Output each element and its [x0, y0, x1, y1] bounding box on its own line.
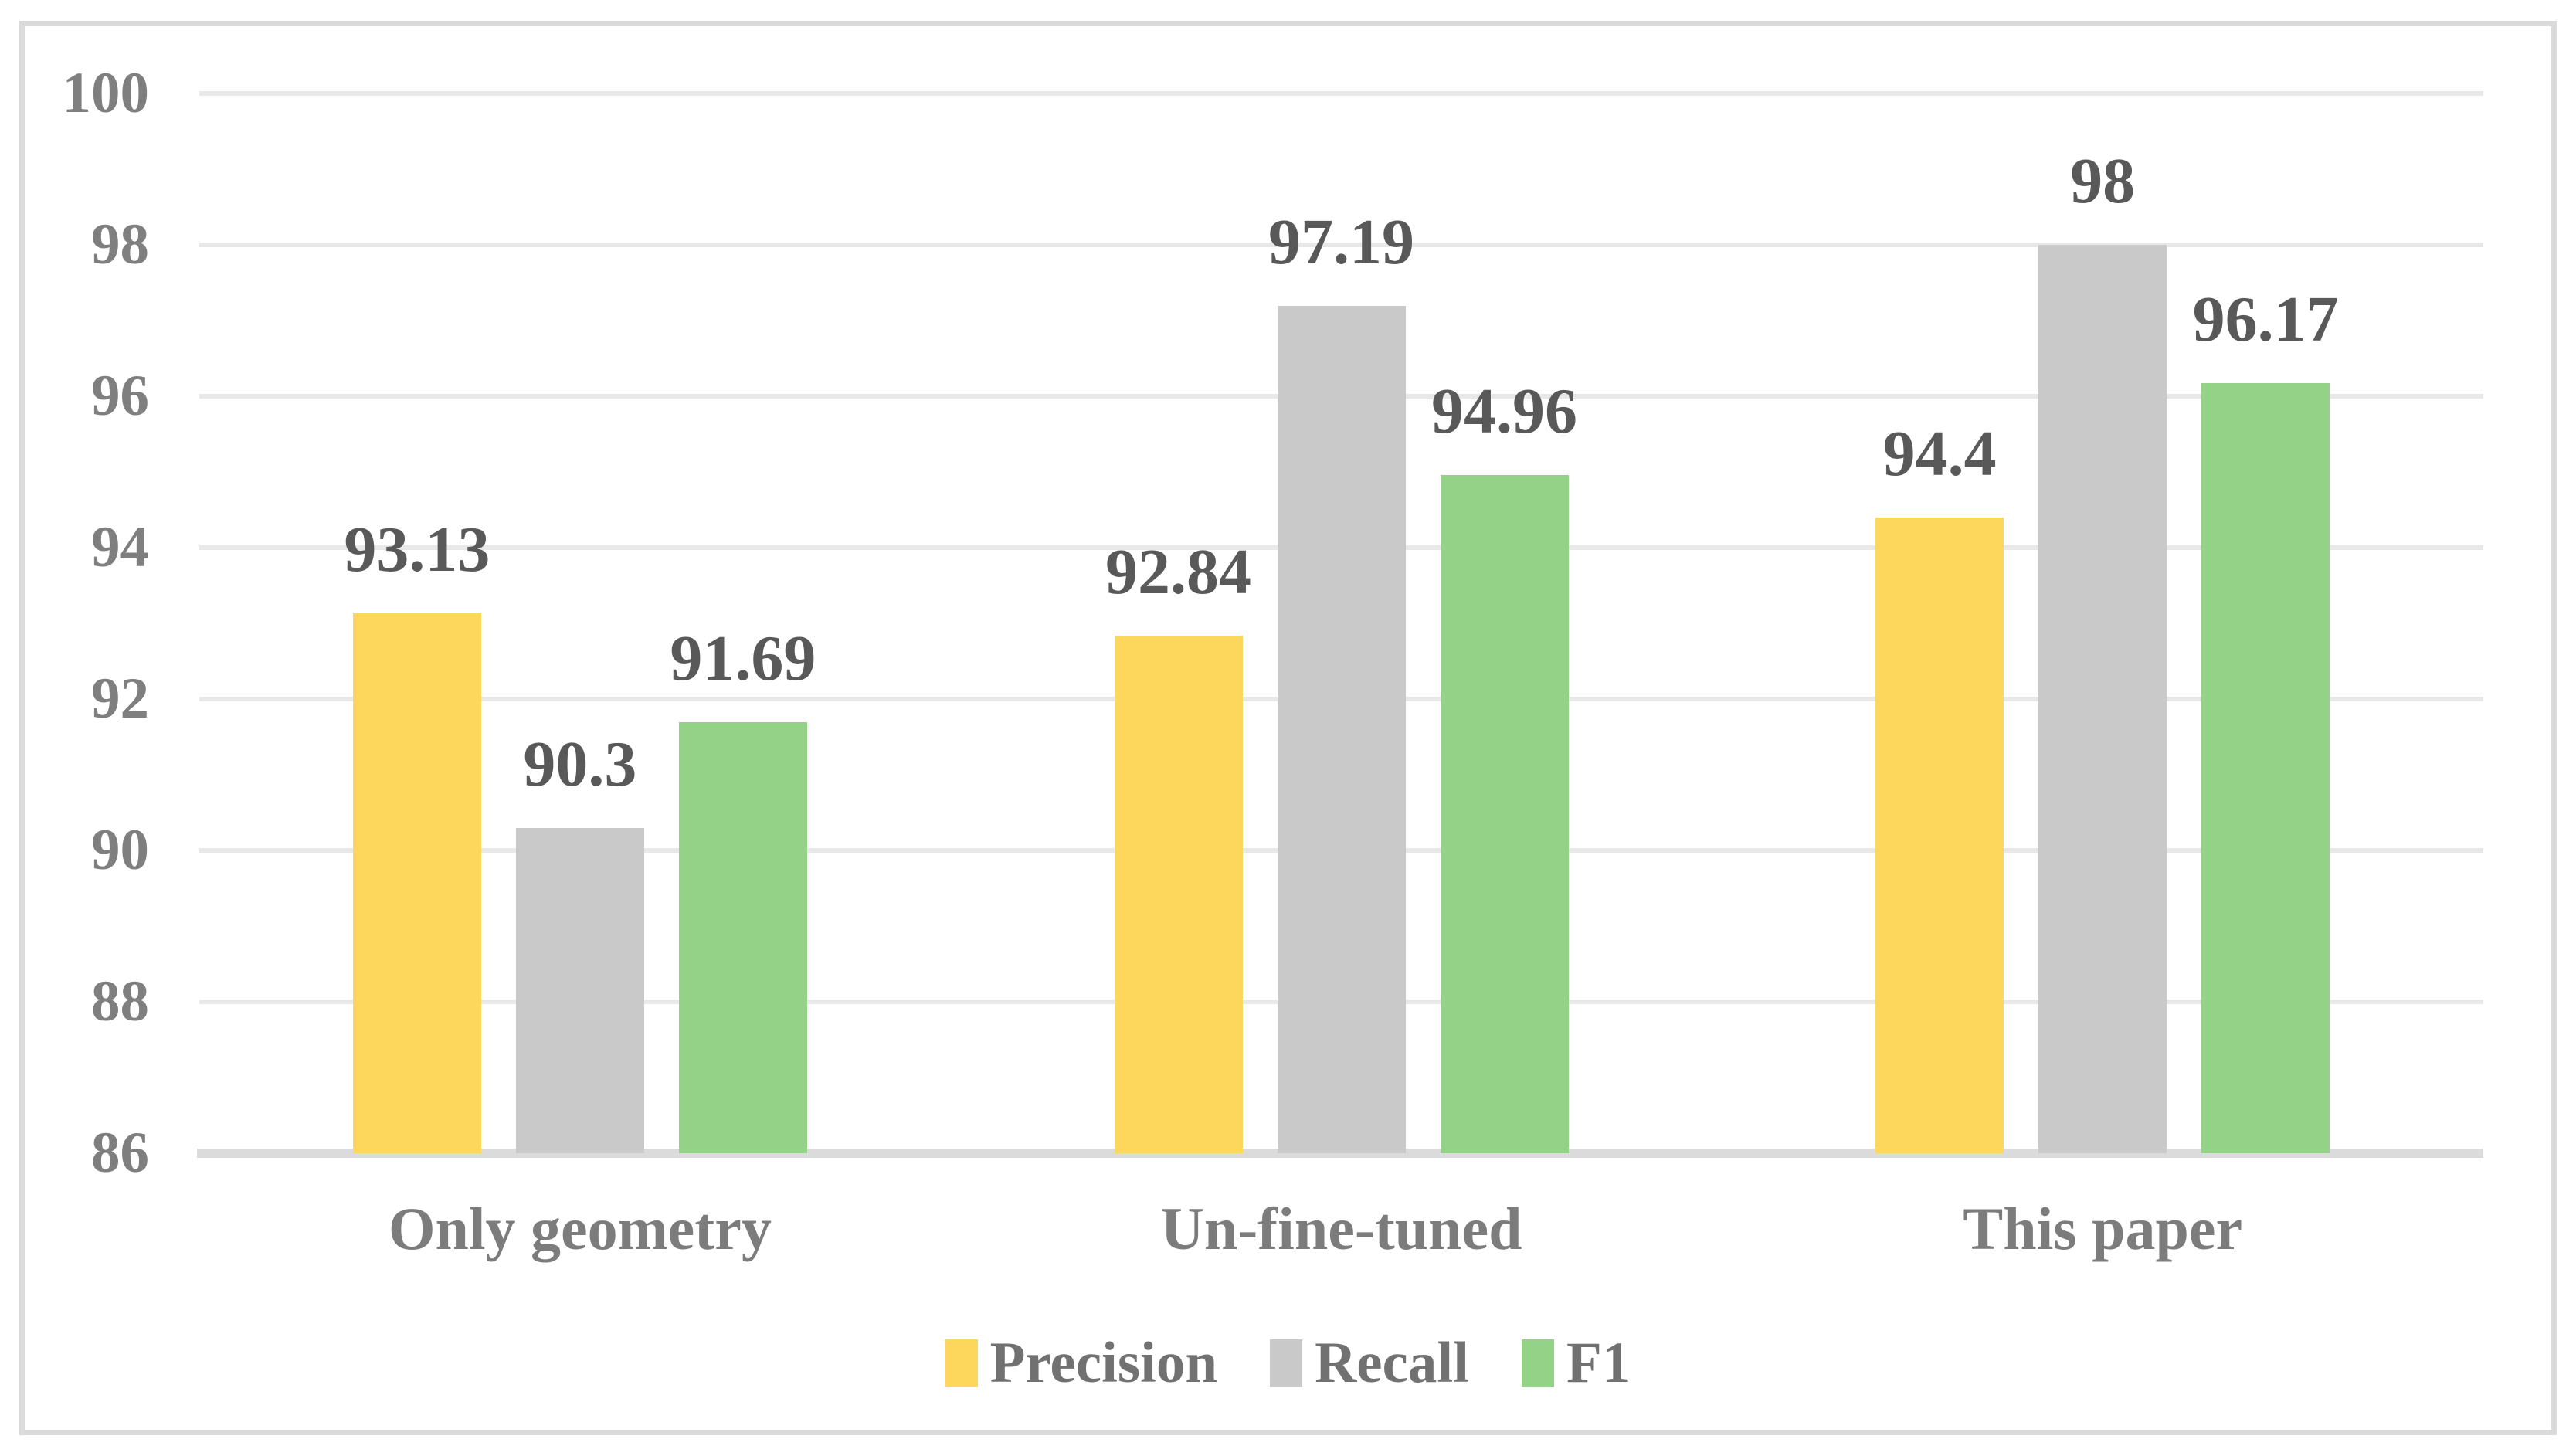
- y-tick-label-86: 86: [91, 1121, 149, 1185]
- bar-precision-2: 94.4: [1875, 421, 2004, 1153]
- data-label-f1-0: 91.69: [670, 623, 816, 695]
- legend-item-precision: Precision: [945, 1332, 1217, 1394]
- category-label-2: This paper: [1963, 1195, 2243, 1262]
- category-label-0: Only geometry: [388, 1195, 772, 1262]
- bar-precision-0: 93.13: [344, 518, 490, 1153]
- bars-1: 92.84 97.19 94.96: [961, 210, 1722, 1153]
- bar-group-0: 93.13 90.3 91.69 Only geometry: [199, 93, 961, 1260]
- y-tick-label-96: 96: [91, 364, 149, 428]
- data-label-precision-0: 93.13: [344, 514, 490, 586]
- data-label-recall-1: 97.19: [1268, 206, 1414, 279]
- bar-recall-1: 97.19: [1268, 210, 1414, 1153]
- y-tick-label-94: 94: [91, 515, 149, 579]
- y-tick-label-92: 92: [91, 667, 149, 731]
- legend-item-f1: F1: [1522, 1332, 1631, 1394]
- legend-swatch-f1: [1522, 1339, 1554, 1387]
- legend: Precision Recall F1: [0, 1330, 2576, 1397]
- bars-2: 94.4 98 96.17: [1722, 149, 2483, 1153]
- data-label-recall-2: 98: [2070, 145, 2136, 217]
- data-label-f1-1: 94.96: [1431, 375, 1577, 447]
- plot-area: 93.13 90.3 91.69 Only geometry 92.84 97.19 94.…: [199, 91, 2483, 1260]
- bar-recall-0: 90.3: [515, 731, 644, 1153]
- legend-item-recall: Recall: [1270, 1332, 1469, 1394]
- data-label-precision-2: 94.4: [1882, 417, 1997, 490]
- data-label-precision-1: 92.84: [1105, 535, 1251, 608]
- bar-precision-1: 92.84: [1105, 539, 1251, 1153]
- bar-groups: 93.13 90.3 91.69 Only geometry 92.84 97.19 94.…: [199, 93, 2483, 1260]
- bars-0: 93.13 90.3 91.69: [199, 518, 961, 1153]
- legend-label-recall: Recall: [1315, 1331, 1469, 1395]
- data-label-recall-0: 90.3: [523, 728, 637, 800]
- gridline-98: [199, 243, 2483, 247]
- category-label-1: Un-fine-tuned: [1160, 1195, 1522, 1262]
- legend-label-f1: F1: [1566, 1331, 1631, 1395]
- legend-swatch-recall: [1270, 1339, 1303, 1387]
- data-label-f1-2: 96.17: [2192, 283, 2339, 356]
- y-tick-label-90: 90: [91, 818, 149, 882]
- legend-label-precision: Precision: [989, 1331, 1218, 1395]
- bar-recall-2: 98: [2038, 149, 2167, 1153]
- y-tick-label-88: 88: [91, 969, 149, 1033]
- bar-group-2: 94.4 98 96.17 This paper: [1722, 93, 2483, 1260]
- y-tick-label-98: 98: [91, 212, 149, 277]
- y-tick-label-100: 100: [62, 61, 150, 125]
- gridline-100: [199, 91, 2483, 96]
- bar-group-1: 92.84 97.19 94.96 Un-fine-tuned: [961, 93, 1722, 1260]
- bar-f1-1: 94.96: [1431, 378, 1577, 1153]
- bar-f1-2: 96.17: [2193, 287, 2339, 1153]
- legend-swatch-precision: [945, 1339, 978, 1387]
- bar-f1-0: 91.69: [670, 626, 816, 1153]
